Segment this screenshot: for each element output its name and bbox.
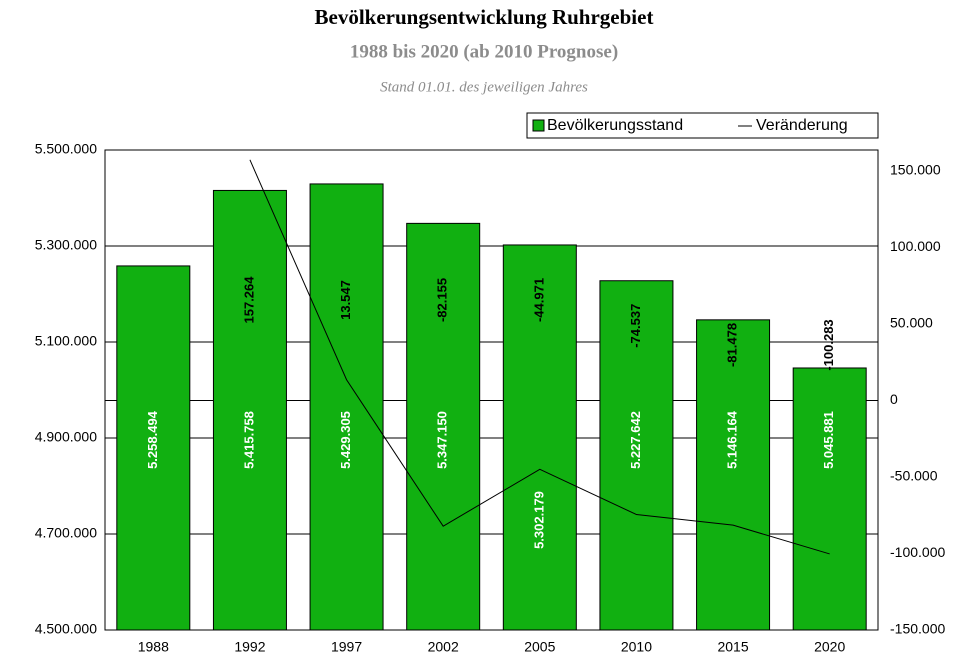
bar-value-label: 5.429.305 xyxy=(338,411,353,469)
plot-border xyxy=(104,149,879,631)
bar xyxy=(599,280,674,631)
line-value-label: -81.478 xyxy=(725,323,740,367)
bar xyxy=(116,265,191,631)
legend-label: Veränderung xyxy=(756,117,848,134)
chart-note: Stand 01.01. des jeweiligen Jahres xyxy=(380,79,588,95)
y-tick-label: 4.500.000 xyxy=(35,621,97,637)
bar-value-label: 5.415.758 xyxy=(241,411,256,469)
line xyxy=(249,159,830,555)
bar-value-label: 5.302.179 xyxy=(531,491,546,549)
y2-tick-label: 100.000 xyxy=(890,238,941,254)
y2-tick-label: 50.000 xyxy=(890,315,933,331)
y2-tick-label: 150.000 xyxy=(890,162,941,178)
bar xyxy=(696,319,771,631)
x-tick-label: 1992 xyxy=(234,639,265,655)
legend-label: Bevölkerungsstand xyxy=(547,117,683,134)
bar-value-label: 5.227.642 xyxy=(628,411,643,469)
line-value-label: 13.547 xyxy=(338,280,353,320)
y-tick-label: 5.500.000 xyxy=(35,141,97,157)
y2-tick-label: -150.000 xyxy=(890,621,945,637)
x-tick-label: 2015 xyxy=(717,639,748,655)
x-tick-label: 2005 xyxy=(524,639,555,655)
line-value-label: -82.155 xyxy=(435,278,450,322)
bar xyxy=(309,183,384,631)
bar-value-label: 5.146.164 xyxy=(725,410,740,469)
chart-title: Bevölkerungsentwicklung Ruhrgebiet xyxy=(315,5,654,29)
y2-tick-label: -100.000 xyxy=(890,544,945,560)
legend-swatch xyxy=(532,119,545,132)
bar-value-label: 5.258.494 xyxy=(145,410,160,469)
line-value-label: -44.971 xyxy=(531,278,546,322)
x-tick-label: 2010 xyxy=(621,639,652,655)
x-tick-label: 1997 xyxy=(331,639,362,655)
chart-subtitle: 1988 bis 2020 (ab 2010 Prognose) xyxy=(350,41,618,62)
bar xyxy=(406,222,481,631)
y-tick-label: 5.300.000 xyxy=(35,237,97,253)
bar-value-label: 5.347.150 xyxy=(435,411,450,469)
y-tick-label: 4.900.000 xyxy=(35,429,97,445)
line-value-label: -100.283 xyxy=(821,319,836,370)
bar xyxy=(792,367,867,631)
bar-value-label: 5.045.881 xyxy=(821,411,836,469)
x-tick-label: 1988 xyxy=(138,639,169,655)
line-value-label: 157.264 xyxy=(241,276,256,324)
y-tick-label: 4.700.000 xyxy=(35,525,97,541)
y2-tick-label: -50.000 xyxy=(890,468,938,484)
legend-box xyxy=(526,112,879,139)
x-tick-label: 2020 xyxy=(814,639,845,655)
line-value-label: -74.537 xyxy=(628,304,643,348)
y-tick-label: 5.100.000 xyxy=(35,333,97,349)
x-tick-label: 2002 xyxy=(428,639,459,655)
y2-tick-label: 0 xyxy=(890,391,898,407)
bar xyxy=(212,189,287,631)
